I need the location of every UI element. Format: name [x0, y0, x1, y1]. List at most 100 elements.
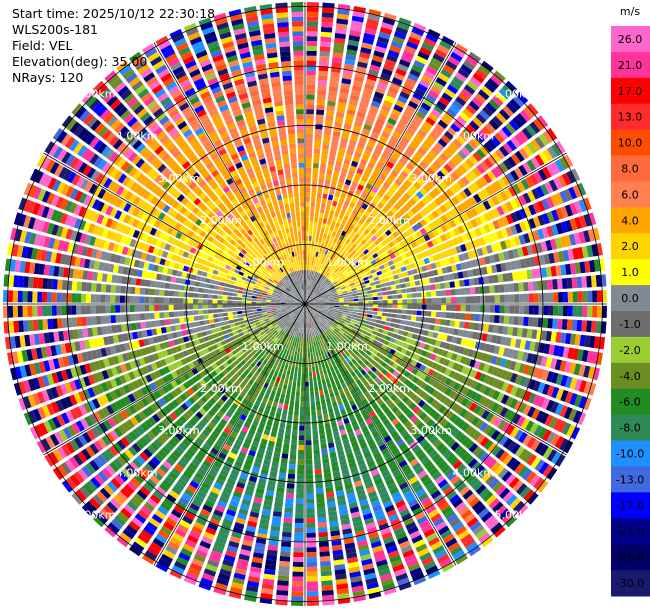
range-gate — [305, 274, 307, 280]
range-gate — [348, 99, 358, 107]
range-gate — [423, 257, 430, 265]
range-gate — [381, 225, 388, 232]
range-gate — [542, 148, 553, 162]
range-gate — [532, 230, 540, 241]
range-gate — [333, 298, 339, 301]
range-gate — [318, 60, 329, 67]
range-gate — [320, 570, 332, 577]
range-gate — [390, 81, 401, 90]
range-gate — [411, 64, 423, 74]
range-gate — [321, 589, 334, 596]
range-gate — [435, 311, 442, 318]
range-gate — [455, 296, 461, 304]
range-gate — [283, 512, 293, 518]
range-gate — [408, 123, 418, 132]
range-gate — [299, 411, 305, 417]
range-gate — [309, 221, 314, 227]
range-gate — [512, 95, 525, 108]
range-gate — [450, 304, 456, 311]
range-gate — [338, 177, 345, 184]
range-gate — [282, 368, 287, 375]
range-gate — [320, 26, 333, 33]
range-gate — [382, 181, 391, 190]
range-gate — [433, 325, 440, 332]
range-gate — [313, 287, 317, 293]
range-gate — [360, 191, 368, 199]
range-gate — [351, 208, 359, 216]
range-gate — [508, 119, 520, 132]
range-gate — [314, 300, 320, 302]
range-gate — [305, 284, 307, 290]
range-gate — [434, 197, 443, 206]
range-gate — [406, 293, 412, 299]
range-gate — [346, 267, 353, 273]
range-gate — [325, 272, 330, 278]
range-gate — [279, 378, 285, 384]
range-gate — [316, 291, 321, 296]
range-gate — [356, 286, 362, 290]
range-gate — [316, 497, 325, 504]
range-gate — [305, 415, 311, 421]
range-gate — [498, 88, 511, 100]
range-gate — [367, 293, 373, 297]
range-gate — [583, 197, 592, 211]
range-gate — [321, 290, 327, 295]
range-gate — [408, 197, 417, 206]
range-gate — [306, 591, 319, 597]
range-gate — [405, 77, 417, 87]
range-gate — [317, 85, 327, 91]
range-gate — [349, 224, 355, 231]
range-gate — [313, 449, 320, 455]
range-gate — [320, 374, 325, 381]
range-gate — [296, 484, 304, 490]
range-gate — [299, 415, 305, 421]
range-gate — [355, 70, 366, 78]
range-gate — [292, 576, 304, 582]
range-gate — [415, 238, 422, 246]
range-gate — [376, 315, 382, 320]
range-gate — [318, 286, 323, 291]
range-gate — [508, 315, 515, 325]
range-gate — [379, 264, 385, 270]
range-gate — [397, 187, 406, 195]
range-gate — [365, 23, 378, 31]
range-gate — [323, 467, 331, 474]
range-gate — [306, 474, 314, 480]
range-gate — [294, 532, 304, 538]
range-gate — [379, 26, 393, 35]
range-gate — [296, 474, 304, 480]
range-gate — [446, 265, 453, 273]
range-gate — [503, 283, 510, 293]
range-gate — [361, 214, 368, 221]
range-gate — [519, 221, 527, 232]
range-gate — [470, 218, 479, 228]
range-gate — [413, 114, 424, 124]
range-gate — [510, 136, 521, 149]
range-gate — [308, 371, 313, 377]
range-gate — [291, 595, 304, 602]
range-gate — [369, 281, 376, 286]
range-gate — [421, 265, 428, 272]
range-gate — [333, 260, 339, 266]
range-gate — [320, 41, 331, 48]
range-gate — [347, 294, 354, 297]
range-gate — [364, 83, 375, 91]
range-gate — [295, 493, 304, 499]
range-gate — [523, 233, 531, 244]
range-gate — [464, 173, 474, 183]
range-gate — [572, 305, 578, 317]
range-gate — [293, 547, 304, 553]
range-gate — [375, 86, 386, 95]
range-gate — [308, 297, 313, 301]
range-gate — [426, 311, 432, 317]
range-gate — [317, 380, 322, 386]
range-gate — [399, 278, 405, 284]
range-gate — [318, 385, 323, 391]
range-gate — [364, 28, 377, 36]
range-gate — [346, 275, 352, 280]
range-gate — [398, 248, 405, 255]
range-gate — [450, 156, 460, 167]
range-gate — [347, 39, 360, 47]
range-gate — [521, 127, 533, 140]
range-gate — [318, 286, 323, 291]
